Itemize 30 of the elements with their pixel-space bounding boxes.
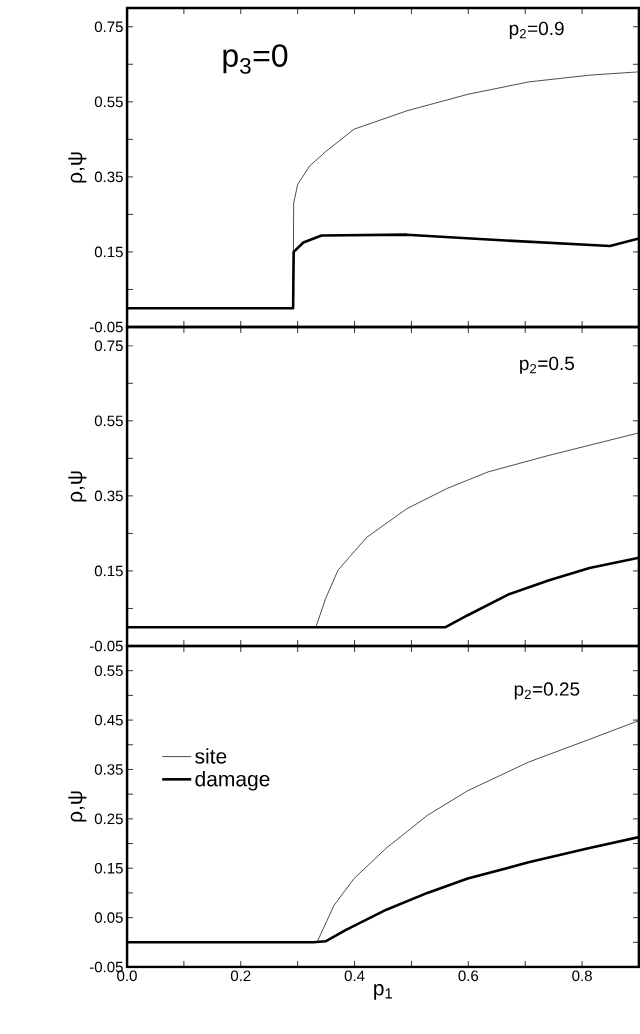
annotation: p$_{2}$=0.9 — [509, 21, 564, 39]
y-tick-label: 0.35 — [94, 764, 123, 775]
y-tick-label: 0.15 — [94, 246, 123, 258]
annotation: p$_{3}$=0 — [223, 44, 288, 74]
y-axis-title: ρ,ψ — [68, 471, 87, 502]
y-tick-label: 0.15 — [94, 862, 123, 874]
y-tick-label: 0.55 — [94, 415, 123, 427]
annotation: p$_{2}$=0.25 — [514, 682, 580, 700]
y-tick-label: -0.05 — [89, 321, 123, 333]
y-tick-label: 0.35 — [94, 490, 123, 502]
y-tick-label: -0.05 — [89, 640, 123, 652]
y-tick-label: 0.05 — [94, 912, 123, 923]
y-tick-label: 0.75 — [94, 340, 123, 352]
y-axis-title: ρ,ψ — [68, 791, 87, 822]
x-tick-label: 0.8 — [572, 970, 592, 982]
legend-label: site — [194, 748, 227, 764]
y-tick-label: 0.25 — [94, 813, 123, 825]
y-axis-title: ρ,ψ — [68, 152, 87, 183]
y-tick-label: 0.75 — [94, 21, 123, 33]
y-tick-label: 0.55 — [94, 96, 123, 108]
y-tick-label: 0.35 — [94, 171, 123, 183]
y-tick-label: 0.45 — [94, 714, 123, 726]
y-tick-label: 0.55 — [94, 665, 123, 676]
x-tick-label: 0.4 — [344, 970, 365, 982]
y-tick-label: 0.15 — [94, 565, 123, 577]
x-tick-label: 0.6 — [458, 970, 478, 982]
x-tick-label: 0.2 — [230, 970, 251, 982]
legend-label: damage — [195, 770, 270, 791]
x-axis-title: p$_{1}$ — [374, 984, 392, 1000]
annotation: p$_{2}$=0.5 — [519, 356, 574, 374]
